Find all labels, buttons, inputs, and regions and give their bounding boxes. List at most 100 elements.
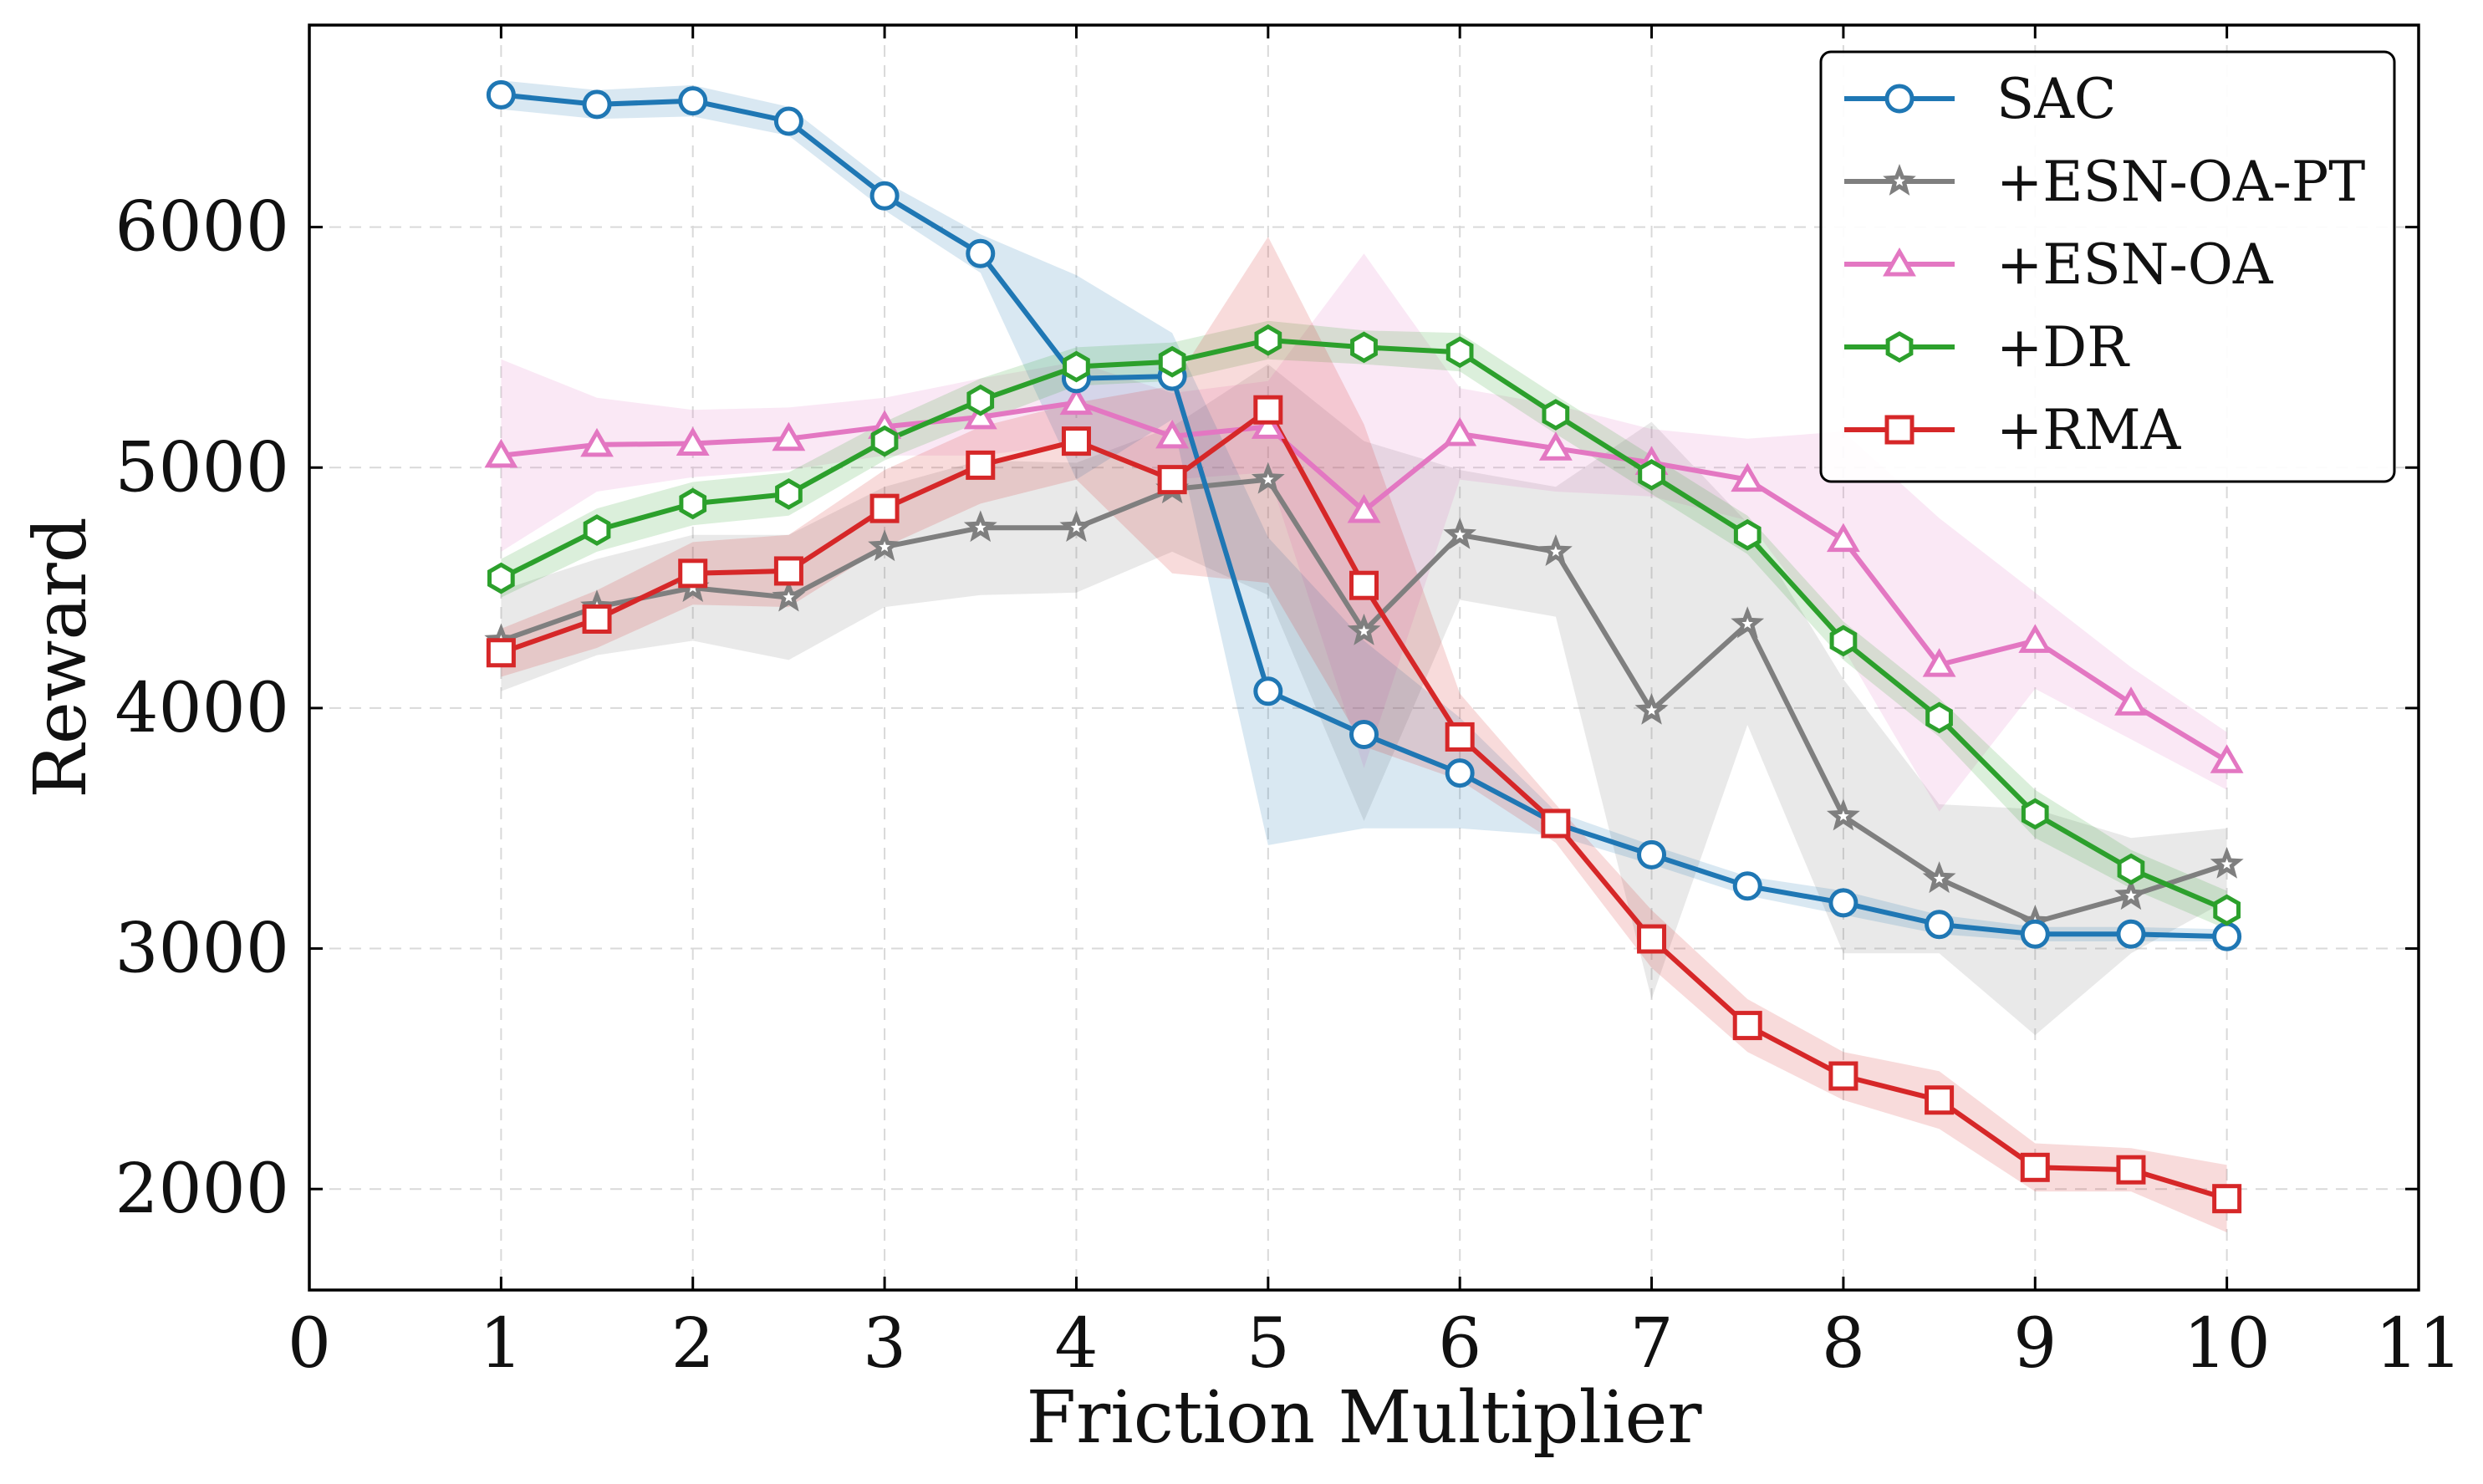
point-esn-oa-pt — [1059, 510, 1094, 543]
point-rma — [1061, 426, 1091, 456]
point-esn-oa — [1443, 417, 1477, 446]
point-rma — [2116, 1155, 2146, 1185]
point-esn-oa-pt — [1251, 462, 1285, 494]
point-esn-oa-pt — [1826, 798, 1860, 831]
point-esn-oa — [772, 421, 806, 451]
x-tick-label: 9 — [2013, 1304, 2057, 1384]
point-sac — [2020, 919, 2050, 949]
point-dr — [2021, 798, 2049, 830]
point-esn-oa — [2210, 744, 2244, 773]
point-sac — [1732, 871, 1762, 901]
series-markers — [484, 79, 2244, 1214]
point-esn-oa-pt — [1443, 517, 1477, 549]
point-esn-oa — [1731, 462, 1765, 492]
x-axis-label: Friction Multiplier — [1026, 1376, 1702, 1460]
point-esn-oa-pt — [1634, 692, 1669, 725]
legend-marker-rma — [1884, 415, 1915, 445]
y-tick-label: 2000 — [115, 1150, 289, 1229]
point-rma — [1732, 1011, 1762, 1041]
point-rma — [1445, 722, 1475, 752]
point-rma — [966, 450, 996, 480]
point-rma — [2020, 1152, 2050, 1182]
point-esn-oa-pt — [868, 529, 902, 562]
legend-box — [1819, 50, 2396, 483]
point-sac — [966, 238, 996, 268]
point-esn-oa — [1155, 419, 1190, 449]
point-dr — [1542, 399, 1570, 431]
point-dr — [1254, 324, 1282, 356]
point-esn-oa — [1922, 648, 1956, 677]
point-sac — [1445, 758, 1475, 788]
point-esn-oa-pt — [2210, 847, 2244, 879]
point-dr — [1829, 625, 1858, 657]
point-rma — [582, 604, 612, 634]
point-esn-oa — [484, 438, 518, 468]
legend: SAC +ESN-OA-PT +ESN-OA +DR +RMA — [1819, 50, 2396, 483]
point-rma — [1349, 570, 1379, 600]
point-esn-oa-pt — [772, 579, 806, 612]
point-sac — [582, 89, 612, 120]
point-esn-oa-pt — [1538, 533, 1573, 566]
legend-marker-esn-oa — [1883, 247, 1916, 277]
point-dr — [870, 425, 899, 457]
point-dr — [679, 487, 707, 520]
point-sac — [678, 86, 708, 116]
point-dr — [2213, 894, 2241, 926]
point-esn-oa-pt — [1922, 861, 1956, 894]
x-tick-label: 3 — [863, 1304, 906, 1384]
point-esn-oa — [2018, 624, 2052, 653]
legend-label-sac: SAC — [1996, 67, 2116, 131]
point-sac — [486, 79, 516, 110]
point-rma — [1253, 395, 1283, 425]
point-dr — [1733, 518, 1762, 551]
x-tick-label: 5 — [1247, 1304, 1290, 1384]
point-dr — [1063, 350, 1090, 383]
point-esn-oa — [1251, 410, 1285, 439]
point-dr — [2117, 853, 2145, 885]
point-esn-oa — [1347, 494, 1381, 523]
point-dr — [1350, 331, 1378, 364]
plot-frame — [308, 23, 2420, 1292]
point-sac — [1828, 888, 1858, 918]
point-sac — [2116, 919, 2146, 949]
x-tick-label: 4 — [1054, 1304, 1098, 1384]
point-sac — [1637, 839, 1667, 869]
point-rma — [1828, 1061, 1858, 1091]
band-sac — [501, 80, 2227, 941]
point-esn-oa-pt — [1347, 613, 1381, 645]
band-esn-oa-pt — [501, 364, 2227, 1036]
point-esn-oa-pt — [963, 510, 997, 543]
x-tick-label: 10 — [2183, 1304, 2270, 1384]
point-sac — [869, 181, 900, 211]
axis-ticks: 0 1 2 3 4 5 6 7 8 9 10 11 2000 3000 4000 5000 6000 — [115, 25, 2462, 1384]
grid — [309, 25, 2419, 1290]
band-esn-oa — [501, 253, 2227, 812]
point-rma — [1925, 1085, 1955, 1115]
x-tick-label: 1 — [479, 1304, 523, 1384]
point-rma — [678, 558, 708, 589]
legend-label-dr: +DR — [1996, 315, 2130, 380]
point-esn-oa — [676, 426, 710, 456]
point-sac — [2212, 921, 2242, 951]
point-dr — [775, 478, 803, 510]
x-tick-label: 11 — [2375, 1304, 2462, 1384]
point-sac — [1925, 910, 1955, 940]
point-sac — [773, 106, 803, 136]
y-axis-label: Reward — [19, 517, 103, 798]
x-tick-label: 6 — [1438, 1304, 1481, 1384]
point-dr — [1925, 701, 1953, 734]
point-rma — [1541, 808, 1571, 839]
point-esn-oa-pt — [1731, 606, 1765, 639]
legend-label-rma: +RMA — [1996, 398, 2182, 462]
point-sac — [1349, 720, 1379, 750]
legend-label-esn-oa-pt: +ESN-OA-PT — [1996, 150, 2365, 214]
point-esn-oa — [1826, 523, 1860, 553]
point-dr — [1445, 336, 1474, 369]
point-dr — [583, 514, 611, 546]
x-tick-label: 8 — [1822, 1304, 1865, 1384]
point-dr — [1638, 459, 1665, 491]
y-tick-label: 6000 — [115, 188, 289, 268]
x-tick-label: 2 — [671, 1304, 715, 1384]
